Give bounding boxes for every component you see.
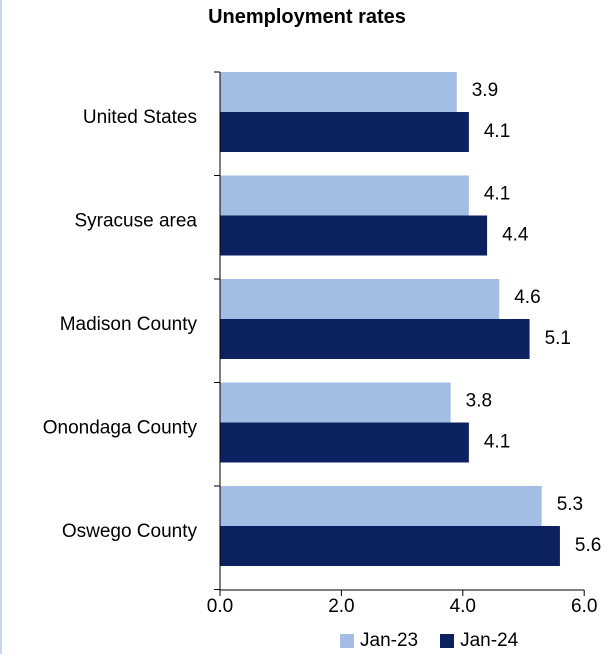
- x-tick-label: 6.0: [571, 596, 597, 617]
- legend-label-jan-23: Jan-23: [360, 630, 419, 651]
- legend-swatch-jan-24: [440, 634, 455, 648]
- bar-madison-county-jan-24: [220, 319, 530, 359]
- value-label-united-states-jan-24: 4.1: [484, 121, 510, 142]
- bar-madison-county-jan-23: [220, 279, 500, 319]
- x-tick-label: 2.0: [328, 596, 354, 617]
- value-label-madison-county-jan-24: 5.1: [545, 328, 571, 349]
- chart-title: Unemployment rates: [208, 6, 406, 28]
- bar-united-states-jan-24: [220, 112, 469, 152]
- legend-label-jan-24: Jan-24: [460, 630, 519, 651]
- legend-item-jan-23: Jan-23: [340, 630, 418, 652]
- category-label-united-states: United States: [83, 107, 197, 128]
- left-border: [0, 0, 2, 654]
- value-label-syracuse-area-jan-23: 4.1: [484, 184, 510, 205]
- category-label-oswego-county: Oswego County: [62, 521, 198, 542]
- value-label-onondaga-county-jan-23: 3.8: [466, 391, 492, 412]
- legend-swatch-jan-23: [340, 634, 354, 648]
- legend: Jan-23 Jan-24: [340, 630, 540, 652]
- category-label-onondaga-county: Onondaga County: [43, 418, 198, 439]
- x-tick-label: 4.0: [450, 596, 476, 617]
- bar-onondaga-county-jan-23: [220, 382, 451, 423]
- category-label-madison-county: Madison County: [60, 314, 198, 335]
- bar-syracuse-area-jan-24: [220, 215, 488, 256]
- x-tick-label: 0.0: [207, 596, 233, 617]
- legend-item-jan-24: Jan-24: [440, 630, 518, 652]
- bar-syracuse-area-jan-23: [220, 175, 469, 216]
- value-label-syracuse-area-jan-24: 4.4: [502, 225, 529, 246]
- value-label-madison-county-jan-23: 4.6: [514, 287, 540, 308]
- bar-onondaga-county-jan-24: [220, 422, 469, 463]
- value-label-united-states-jan-23: 3.9: [472, 80, 498, 101]
- value-label-oswego-county-jan-24: 5.6: [575, 535, 601, 556]
- bar-oswego-county-jan-24: [220, 526, 560, 566]
- plot-area: United States 3.9 4.1 Syracuse area 4.1 4.4 Ma…: [43, 71, 601, 617]
- bar-oswego-county-jan-23: [220, 486, 542, 526]
- category-label-syracuse-area: Syracuse area: [74, 211, 197, 232]
- value-label-onondaga-county-jan-24: 4.1: [484, 432, 510, 453]
- value-label-oswego-county-jan-23: 5.3: [557, 494, 583, 515]
- bar-united-states-jan-23: [220, 72, 457, 112]
